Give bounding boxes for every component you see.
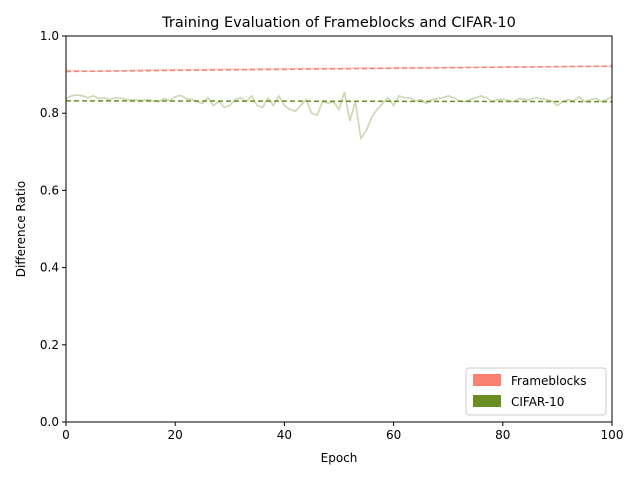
trend-line-frameblocks	[65, 65, 613, 73]
y-tick-label: 0.0	[40, 415, 59, 429]
legend: Frameblocks CIFAR-10	[465, 367, 607, 416]
x-tick-label: 100	[601, 428, 624, 442]
y-tick-label: 0.2	[40, 338, 59, 352]
y-tick-label: 0.6	[40, 183, 59, 197]
legend-swatch-cifar10	[473, 395, 501, 407]
legend-label-cifar10: CIFAR-10	[511, 395, 564, 409]
chart-title: Training Evaluation of Frameblocks and C…	[161, 15, 516, 31]
x-axis-label: Epoch	[321, 451, 358, 465]
x-tick-label: 40	[277, 428, 292, 442]
axes-layer: 0 20 40 60 80 100 0.0 0.2 0.4 0.6 0.8 1.0	[40, 29, 624, 442]
x-tick-label: 0	[62, 428, 70, 442]
y-tick-label: 1.0	[40, 29, 59, 43]
series-layer	[65, 65, 613, 141]
legend-swatch-frameblocks	[473, 374, 501, 386]
plot-frame	[65, 35, 613, 423]
y-axis-label: Difference Ratio	[14, 181, 28, 278]
y-tick-label: 0.8	[40, 106, 59, 120]
trend-line-cifar-10	[65, 100, 613, 103]
y-tick-label: 0.4	[40, 261, 59, 275]
x-tick-label: 60	[386, 428, 401, 442]
x-tick-label: 20	[168, 428, 183, 442]
legend-label-frameblocks: Frameblocks	[511, 374, 586, 388]
x-tick-label: 80	[495, 428, 510, 442]
